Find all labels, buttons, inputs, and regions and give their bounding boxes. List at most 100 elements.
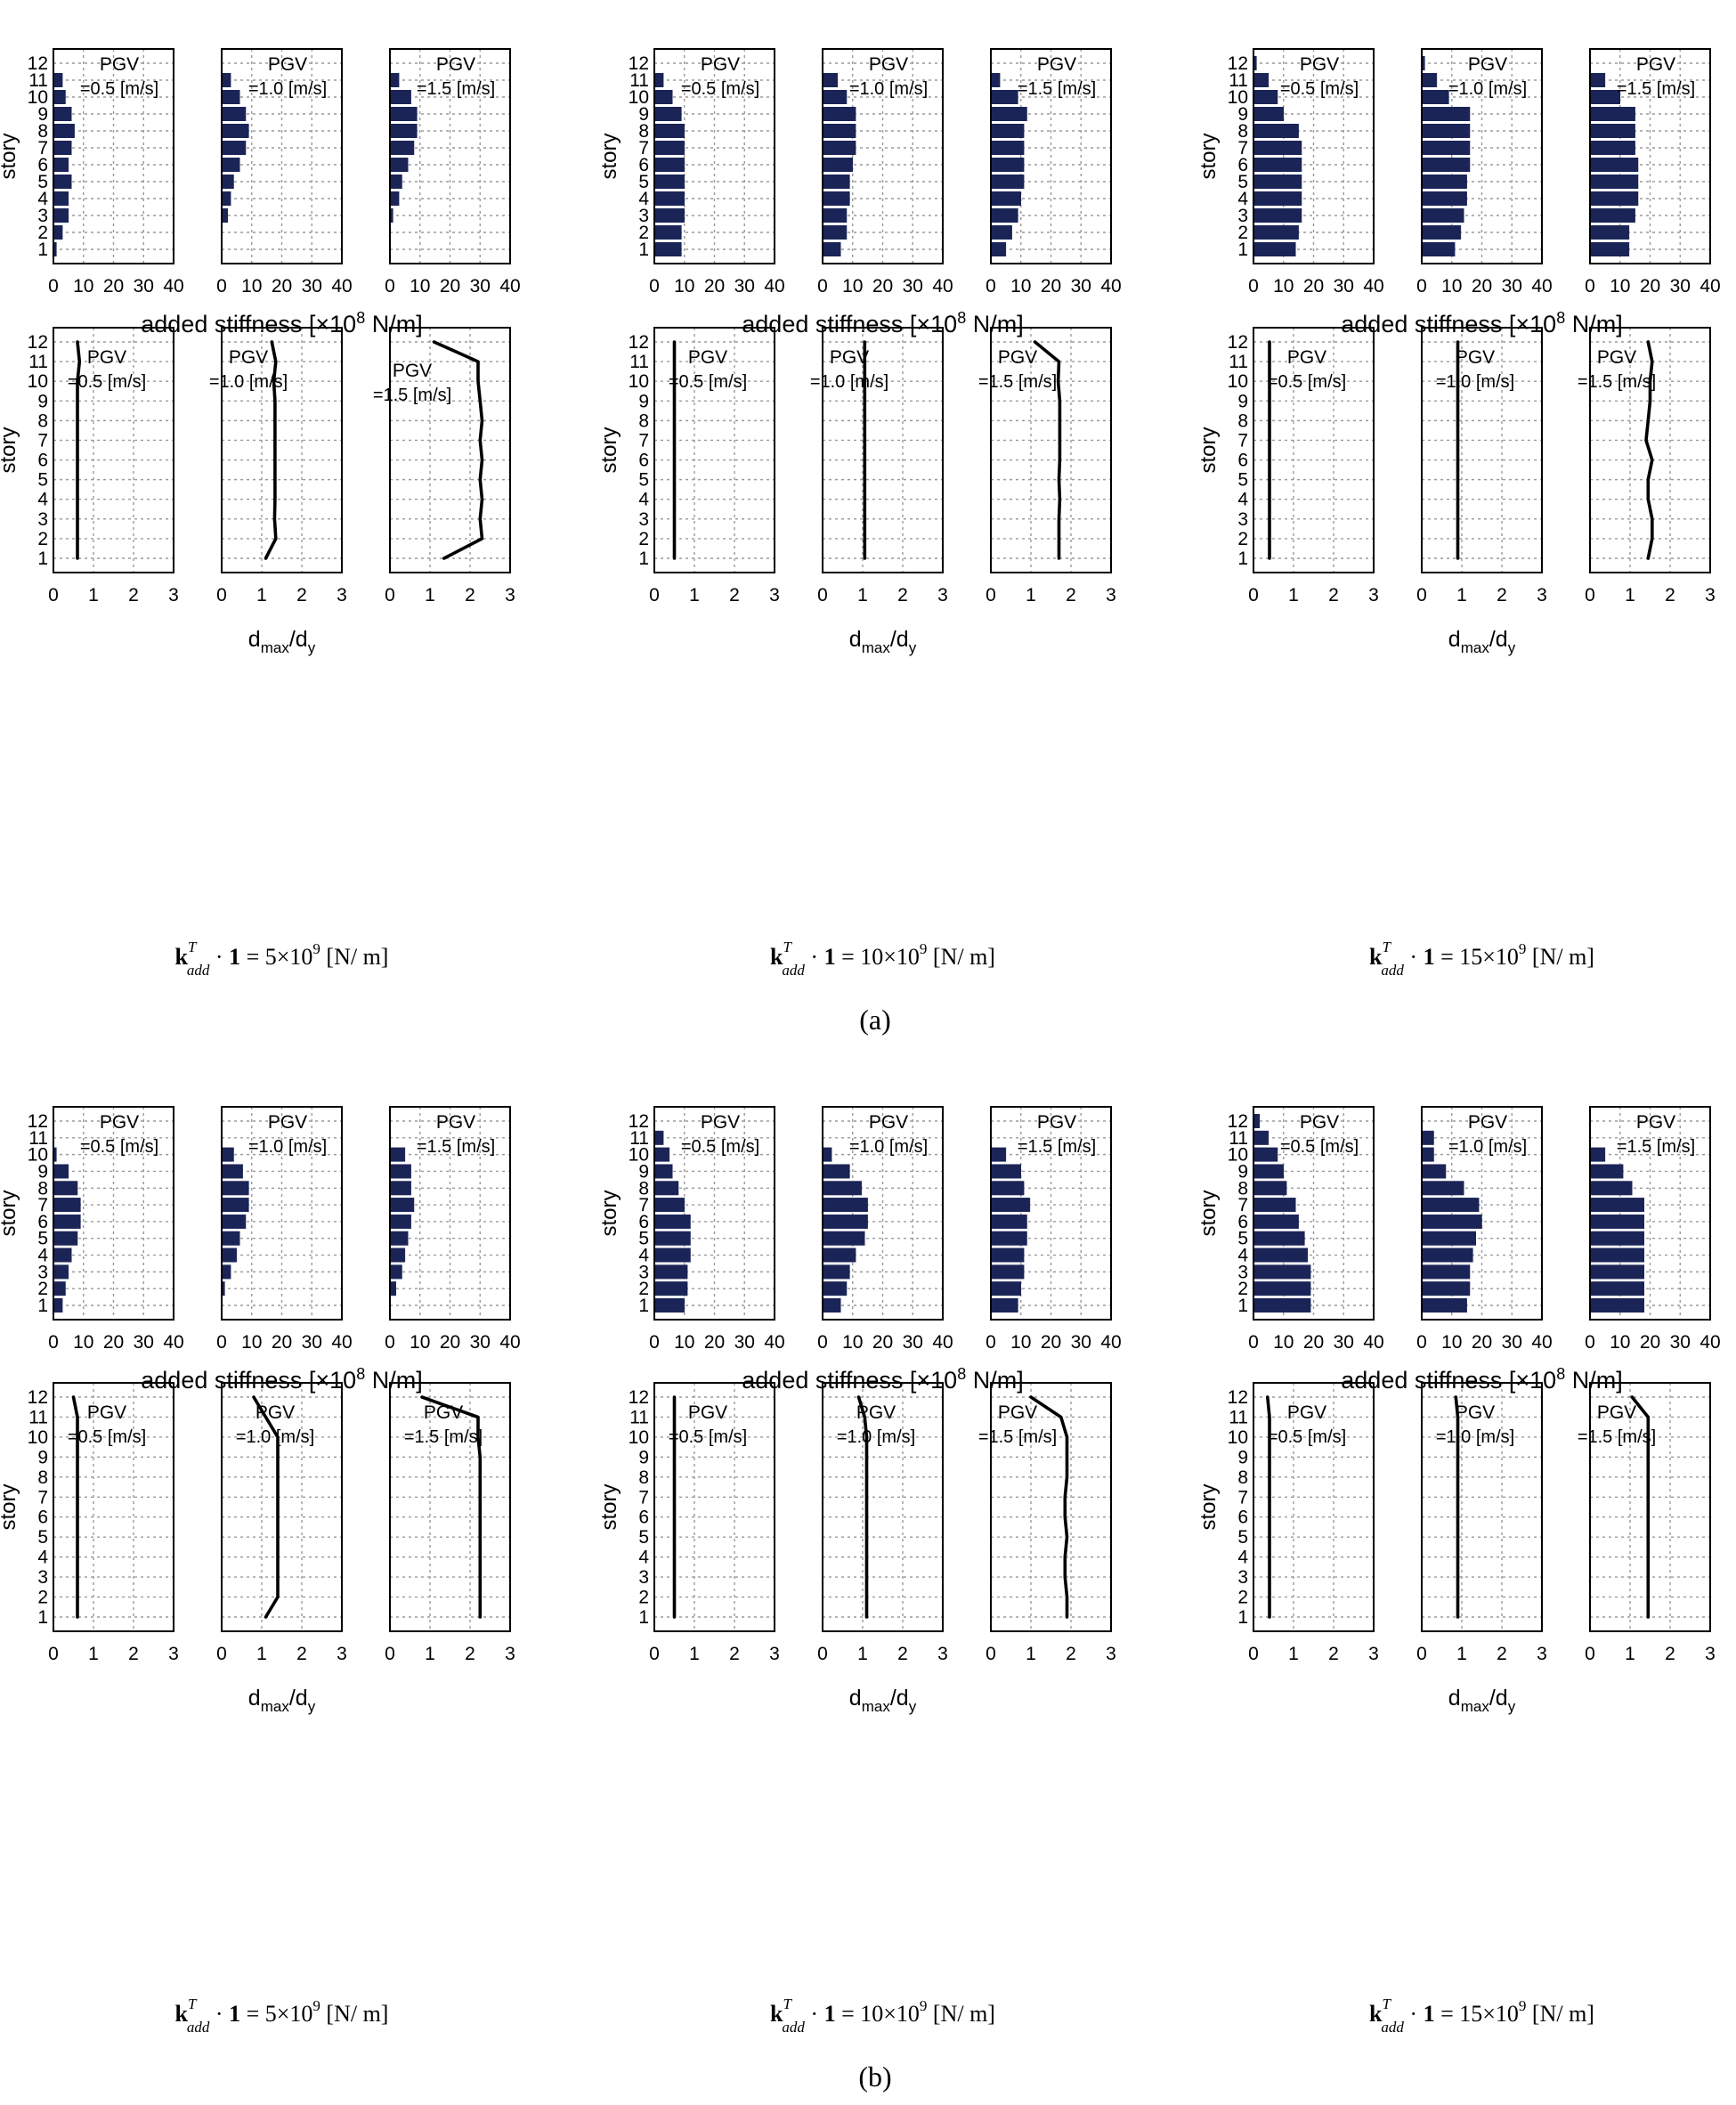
y-tick-label: 3 — [37, 509, 48, 530]
pgv-annotation-label: PGV — [1037, 1112, 1076, 1133]
plot-frame — [53, 48, 174, 264]
bar-story-7 — [53, 141, 72, 155]
bar-story-9 — [221, 107, 247, 121]
bar-story-1 — [822, 242, 841, 256]
pgv-annotation-label: PGV — [869, 1112, 908, 1133]
bar-story-9 — [1253, 1164, 1284, 1179]
x-tick-label: 30 — [903, 276, 923, 297]
drift-subplot-g2-s2: PGV =1.0 [m/s] 0 1 2 3 — [817, 1382, 948, 1664]
bar-story-7 — [1253, 1198, 1296, 1213]
bar-story-5 — [53, 1231, 78, 1246]
x-tick-label: 1 — [1026, 1644, 1036, 1664]
y-tick-label: 10 — [28, 1145, 48, 1166]
bar-story-8 — [53, 124, 75, 138]
drift-subplot-g3-s3: PGV =1.5 [m/s] 0 1 2 3 — [1578, 327, 1716, 605]
bar-story-9 — [53, 1164, 69, 1179]
y-tick-label: 3 — [37, 1567, 48, 1588]
bar-story-1 — [990, 1298, 1018, 1313]
bar-story-6 — [653, 158, 685, 172]
stiffness-subplot-g1-s2: PGV =1.0 [m/s] 0 10 20 30 40 — [216, 1106, 353, 1353]
x-tick-label: 3 — [1705, 1644, 1716, 1664]
bar-story-5 — [389, 175, 402, 189]
y-tick-label: 12 — [629, 1387, 649, 1408]
y-tick-label: 6 — [638, 1508, 649, 1528]
bar-story-5 — [990, 175, 1025, 189]
x-axis-label-stiffness: added stiffness [×108 N/m] — [141, 309, 422, 337]
y-tick-label: 11 — [28, 1128, 48, 1149]
y-tick-label: 5 — [638, 172, 649, 192]
bar-story-7 — [822, 1198, 868, 1213]
bar-story-9 — [389, 1164, 411, 1179]
bar-story-7 — [653, 141, 685, 155]
y-axis-label: story — [597, 427, 621, 473]
bar-story-2 — [653, 1281, 688, 1296]
plot-frame — [653, 1382, 775, 1632]
bar-story-8 — [990, 1181, 1025, 1196]
bar-story-4 — [1589, 191, 1639, 206]
bar-story-2 — [53, 225, 63, 240]
pgv-annotation-value: =1.0 [m/s] — [849, 79, 928, 99]
y-axis-label: story — [0, 427, 20, 473]
x-tick-label: 40 — [932, 1332, 953, 1353]
bar-story-7 — [1253, 141, 1302, 155]
x-tick-label: 0 — [385, 1332, 395, 1353]
x-tick-label: 0 — [1416, 585, 1427, 605]
bar-story-8 — [1421, 124, 1471, 138]
y-axis-label: story — [0, 1483, 20, 1530]
bar-story-3 — [822, 1264, 850, 1280]
x-tick-label: 2 — [1497, 585, 1507, 605]
x-tick-label: 10 — [73, 276, 93, 297]
bar-story-9 — [653, 107, 682, 121]
y-tick-label: 4 — [638, 1246, 649, 1266]
y-axis-label: story — [1197, 133, 1221, 179]
y-tick-label: 6 — [1237, 155, 1248, 175]
stiffness-subplot-g3-s3: PGV =1.5 [m/s] 0 10 20 30 40 — [1585, 48, 1721, 297]
x-tick-label: 3 — [505, 585, 515, 605]
y-tick-label: 1 — [37, 1296, 48, 1316]
bar-story-3 — [389, 1264, 402, 1280]
bar-story-3 — [221, 1264, 231, 1280]
drift-profile-line — [264, 340, 278, 560]
x-tick-label: 20 — [1640, 276, 1660, 297]
bar-story-4 — [822, 191, 850, 206]
pgv-annotation-label: PGV — [856, 1402, 896, 1423]
y-tick-label: 12 — [1228, 1387, 1248, 1408]
y-tick-label: 10 — [629, 1427, 649, 1448]
x-tick-label: 20 — [1472, 276, 1492, 297]
y-tick-label: 4 — [37, 1548, 48, 1568]
x-tick-label: 20 — [1303, 1332, 1324, 1353]
y-tick-label: 5 — [37, 172, 48, 192]
y-tick-label: 7 — [638, 138, 649, 158]
x-tick-label: 10 — [1010, 1332, 1031, 1353]
y-tick-label: 4 — [37, 490, 48, 510]
x-tick-label: 30 — [134, 1332, 154, 1353]
bar-story-4 — [1253, 1248, 1308, 1263]
bar-story-8 — [221, 1181, 249, 1196]
x-tick-label: 0 — [1248, 1332, 1259, 1353]
plot-frame — [389, 327, 511, 573]
bar-story-4 — [822, 1248, 856, 1263]
x-tick-label: 20 — [272, 1332, 292, 1353]
x-tick-label: 30 — [1670, 276, 1691, 297]
y-tick-label: 4 — [1237, 1246, 1248, 1266]
x-tick-label: 0 — [817, 1644, 828, 1664]
x-tick-label: 30 — [1670, 1332, 1691, 1353]
bar-story-8 — [653, 124, 685, 138]
y-tick-label: 1 — [1237, 240, 1248, 260]
y-tick-label: 4 — [37, 189, 48, 209]
y-tick-label: 8 — [37, 121, 48, 142]
bar-story-3 — [1253, 208, 1302, 223]
bar-story-5 — [1253, 1231, 1305, 1246]
x-tick-label: 20 — [1640, 1332, 1660, 1353]
x-tick-label: 20 — [1303, 276, 1324, 297]
y-tick-label: 11 — [1229, 352, 1248, 372]
pgv-annotation-label: PGV — [1300, 1112, 1339, 1133]
plot-frame — [822, 1106, 944, 1321]
drift-profile-line — [1033, 340, 1062, 560]
y-tick-label: 7 — [37, 430, 48, 451]
bar-story-11 — [1253, 1130, 1270, 1145]
y-tick-label: 8 — [638, 410, 649, 431]
x-tick-label: 1 — [1456, 1644, 1467, 1664]
y-tick-label: 11 — [28, 352, 48, 372]
bar-story-1 — [1421, 1298, 1467, 1313]
